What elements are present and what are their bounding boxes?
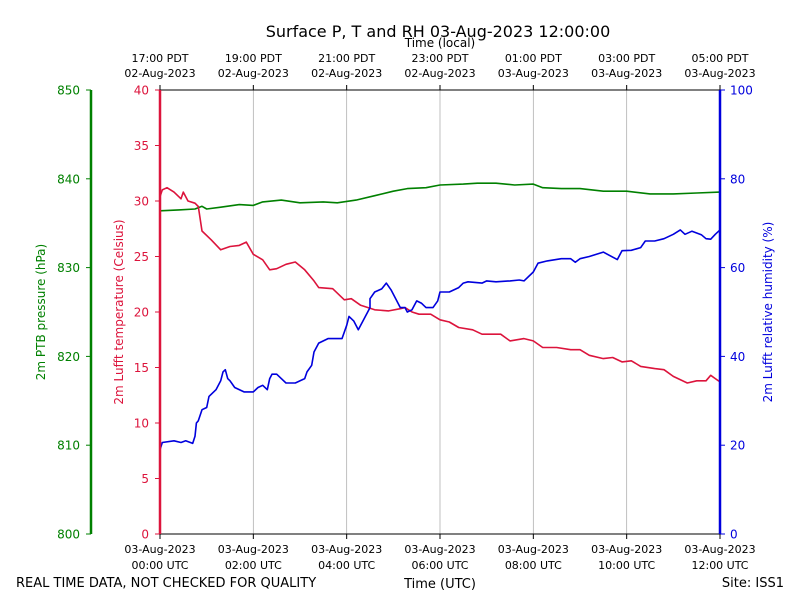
utc-tick-date: 03-Aug-2023 — [404, 543, 475, 556]
pressure-tick-label: 810 — [57, 439, 80, 453]
temperature-tick-label: 30 — [134, 195, 149, 209]
humidity-axis-label: 2m Lufft relative humidity (%) — [761, 222, 775, 403]
axes — [86, 85, 725, 539]
local-tick-date: 03-Aug-2023 — [684, 67, 755, 80]
local-tick-date: 03-Aug-2023 — [591, 67, 662, 80]
pressure-tick-label: 820 — [57, 350, 80, 364]
temperature-tick-label: 15 — [134, 361, 149, 375]
temperature-tick-label: 40 — [134, 84, 149, 98]
local-tick-date: 02-Aug-2023 — [311, 67, 382, 80]
local-tick-time: 19:00 PDT — [225, 52, 282, 65]
utc-tick-time: 00:00 UTC — [131, 559, 188, 572]
utc-tick-time: 04:00 UTC — [318, 559, 375, 572]
quality-disclaimer: REAL TIME DATA, NOT CHECKED FOR QUALITY — [16, 576, 316, 591]
utc-tick-date: 03-Aug-2023 — [591, 543, 662, 556]
humidity-tick-label: 0 — [730, 528, 738, 542]
local-tick-time: 01:00 PDT — [505, 52, 562, 65]
local-tick-date: 03-Aug-2023 — [498, 67, 569, 80]
temperature-tick-label: 25 — [134, 250, 149, 264]
temperature-tick-label: 20 — [134, 306, 149, 320]
site-label: Site: ISS1 — [722, 576, 784, 591]
x-axis-label: Time (UTC) — [403, 577, 476, 592]
utc-tick-date: 03-Aug-2023 — [124, 543, 195, 556]
pressure-tick-label: 800 — [57, 528, 80, 542]
humidity-tick-label: 20 — [730, 439, 745, 453]
utc-tick-time: 06:00 UTC — [411, 559, 468, 572]
vertical-gridlines — [252, 90, 628, 534]
utc-tick-date: 03-Aug-2023 — [684, 543, 755, 556]
local-tick-time: 05:00 PDT — [691, 52, 748, 65]
pressure-tick-label: 850 — [57, 84, 80, 98]
utc-tick-time: 10:00 UTC — [598, 559, 655, 572]
temperature-tick-label: 35 — [134, 139, 149, 153]
local-tick-time: 17:00 PDT — [131, 52, 188, 65]
humidity-tick-label: 100 — [730, 84, 753, 98]
series-line-humidity — [159, 229, 721, 450]
temperature-tick-label: 0 — [141, 528, 149, 542]
pressure-tick-label: 830 — [57, 261, 80, 275]
utc-tick-time: 08:00 UTC — [505, 559, 562, 572]
temperature-tick-label: 5 — [141, 472, 149, 486]
top-axis-label: Time (local) — [404, 36, 476, 50]
utc-tick-date: 03-Aug-2023 — [218, 543, 289, 556]
humidity-tick-label: 80 — [730, 172, 745, 186]
series-lines — [159, 182, 721, 450]
utc-tick-time: 12:00 UTC — [691, 559, 748, 572]
pressure-axis-label: 2m PTB pressure (hPa) — [34, 244, 48, 380]
utc-tick-time: 02:00 UTC — [225, 559, 282, 572]
local-tick-time: 03:00 PDT — [598, 52, 655, 65]
temperature-tick-label: 10 — [134, 417, 149, 431]
temperature-axis-label: 2m Lufft temperature (Celsius) — [112, 219, 126, 404]
local-tick-time: 23:00 PDT — [411, 52, 468, 65]
series-line-pressure — [159, 182, 721, 212]
humidity-tick-label: 40 — [730, 350, 745, 364]
local-tick-date: 02-Aug-2023 — [218, 67, 289, 80]
local-tick-date: 02-Aug-2023 — [404, 67, 475, 80]
humidity-tick-label: 60 — [730, 261, 745, 275]
utc-tick-date: 03-Aug-2023 — [498, 543, 569, 556]
local-tick-time: 21:00 PDT — [318, 52, 375, 65]
tick-labels: 800 810 820 830 840 850 0 5 10 15 20 25 30 35 40 0 20 40 6… — [57, 52, 755, 572]
chart-title: Surface P, T and RH 03-Aug-2023 12:00:00 — [266, 22, 611, 41]
local-tick-date: 02-Aug-2023 — [124, 67, 195, 80]
utc-tick-date: 03-Aug-2023 — [311, 543, 382, 556]
pressure-tick-label: 840 — [57, 172, 80, 186]
